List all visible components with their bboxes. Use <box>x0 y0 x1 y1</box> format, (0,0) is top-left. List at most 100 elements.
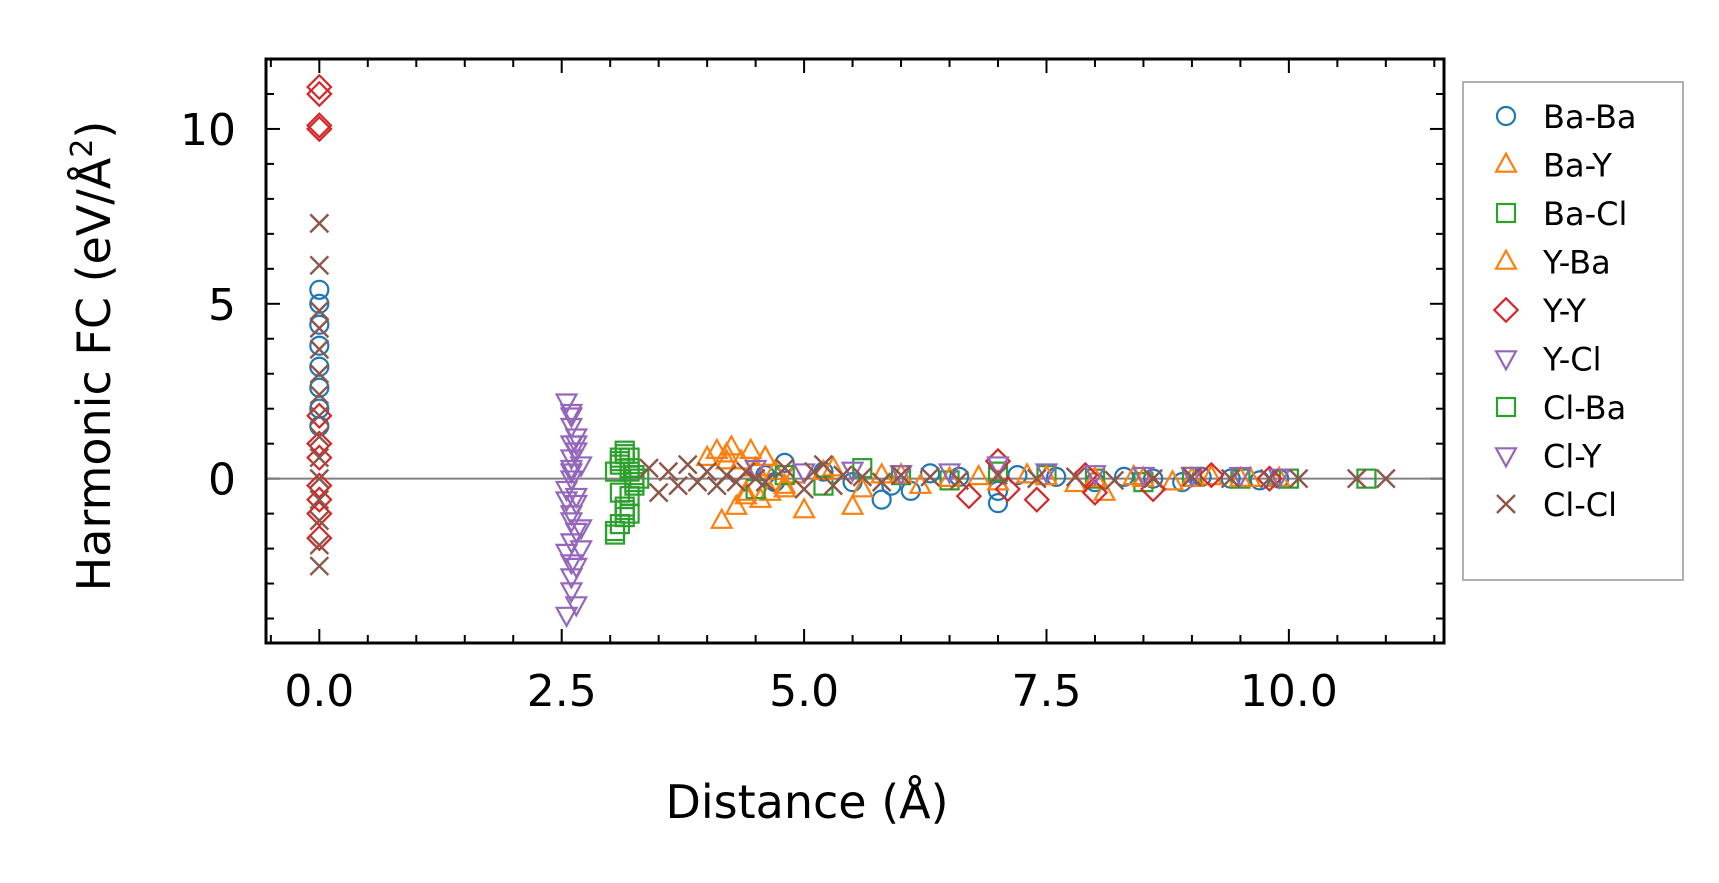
legend-marker <box>1494 350 1518 372</box>
legend-label: Cl-Cl <box>1543 486 1617 524</box>
data-point <box>309 489 330 510</box>
data-point <box>306 402 333 429</box>
data-point <box>821 455 845 477</box>
data-point <box>1143 468 1163 489</box>
data-point <box>564 494 589 517</box>
data-point <box>554 606 579 629</box>
data-point <box>309 213 330 234</box>
data-point <box>1180 466 1204 489</box>
data-point <box>987 493 1009 514</box>
data-point <box>619 503 640 524</box>
data-point <box>908 472 933 494</box>
data-point <box>1131 466 1156 489</box>
data-point <box>695 444 719 466</box>
data-point <box>1288 468 1309 489</box>
data-point <box>1026 468 1047 489</box>
data-point <box>987 480 1009 501</box>
legend-items: Ba-Ba Ba-Y Ba-Cl Y-Ba Y-Y Y-Cl Cl-Ba Cl-Y Cl-Cl <box>1492 98 1637 524</box>
data-point <box>309 510 330 531</box>
data-point <box>871 472 892 492</box>
data-point <box>736 461 756 482</box>
data-point <box>833 465 853 485</box>
x-tick-label: 10.0 <box>1240 666 1338 717</box>
data-point <box>1081 479 1109 506</box>
data-point <box>309 314 330 335</box>
data-point <box>306 444 333 471</box>
data-point <box>309 335 330 356</box>
data-point <box>813 454 834 475</box>
data-point <box>306 472 333 499</box>
data-point <box>619 447 640 468</box>
x-tick-label: 0.0 <box>284 666 354 717</box>
legend-marker <box>1496 494 1516 514</box>
data-point <box>668 475 688 496</box>
data-point <box>743 459 768 482</box>
axis-ticks <box>266 58 1444 643</box>
tick-labels: 0.0 2.5 5.0 7.5 10.0 0 5 10 <box>180 105 1338 717</box>
legend-marker <box>1495 396 1517 418</box>
y-axis-label-superscript: 2 <box>65 139 100 158</box>
data-point <box>803 461 824 482</box>
legend-label: Y-Cl <box>1542 341 1602 379</box>
x-tick-label: 5.0 <box>769 666 839 717</box>
data-point <box>755 472 776 492</box>
legend-item: Ba-Ba <box>1495 98 1637 136</box>
data-point <box>753 444 778 466</box>
legend-item: Y-Y <box>1492 292 1587 330</box>
data-point <box>306 486 333 513</box>
data-point <box>920 467 940 487</box>
data-point <box>697 461 717 482</box>
data-point <box>306 80 333 108</box>
data-point <box>792 463 816 485</box>
legend-marker <box>1495 202 1517 224</box>
data-point <box>309 318 330 339</box>
data-point <box>852 467 873 487</box>
data-point <box>624 472 645 493</box>
legend-label: Ba-Cl <box>1543 195 1627 233</box>
legend-label: Cl-Y <box>1543 438 1602 476</box>
data-point <box>1220 468 1241 489</box>
legend-item: Ba-Y <box>1494 147 1612 185</box>
data-point <box>309 255 330 276</box>
data-point <box>1267 468 1291 490</box>
data-point <box>988 465 1008 485</box>
plot-frame <box>264 57 1446 645</box>
y-tick-label: 10 <box>180 105 236 156</box>
data-point <box>1065 467 1086 487</box>
data-point <box>1199 463 1224 486</box>
data-point <box>306 524 333 552</box>
legend-label: Y-Ba <box>1542 244 1611 282</box>
data-point <box>564 522 589 545</box>
data-point <box>966 463 991 486</box>
y-axis-label-main: Harmonic FC (eV/Å <box>67 157 121 591</box>
data-point <box>648 482 669 503</box>
data-point <box>889 465 913 487</box>
y-tick-label: 5 <box>208 280 236 331</box>
x-tick-label: 2.5 <box>527 666 597 717</box>
data-point <box>614 507 635 528</box>
data-point <box>309 363 330 384</box>
data-point <box>619 461 640 482</box>
data-point <box>891 465 911 485</box>
legend-marker <box>1494 447 1518 469</box>
data-point <box>569 519 593 541</box>
data-point <box>309 426 330 447</box>
data-point <box>658 461 679 482</box>
data-point <box>1023 486 1051 513</box>
data-point <box>774 465 795 486</box>
data-points <box>306 73 1396 629</box>
legend-marker <box>1492 296 1520 324</box>
data-point <box>1346 468 1367 489</box>
data-point <box>564 596 589 618</box>
data-point <box>994 475 1021 503</box>
data-point <box>309 339 330 360</box>
data-point <box>1256 465 1283 492</box>
series-cl-cl <box>309 213 1396 576</box>
data-point <box>554 491 579 513</box>
data-point <box>987 461 1009 482</box>
legend-marker <box>1494 248 1518 270</box>
data-point <box>309 300 330 321</box>
data-point <box>309 384 330 405</box>
legend-marker <box>1494 151 1518 173</box>
data-point <box>559 449 584 471</box>
